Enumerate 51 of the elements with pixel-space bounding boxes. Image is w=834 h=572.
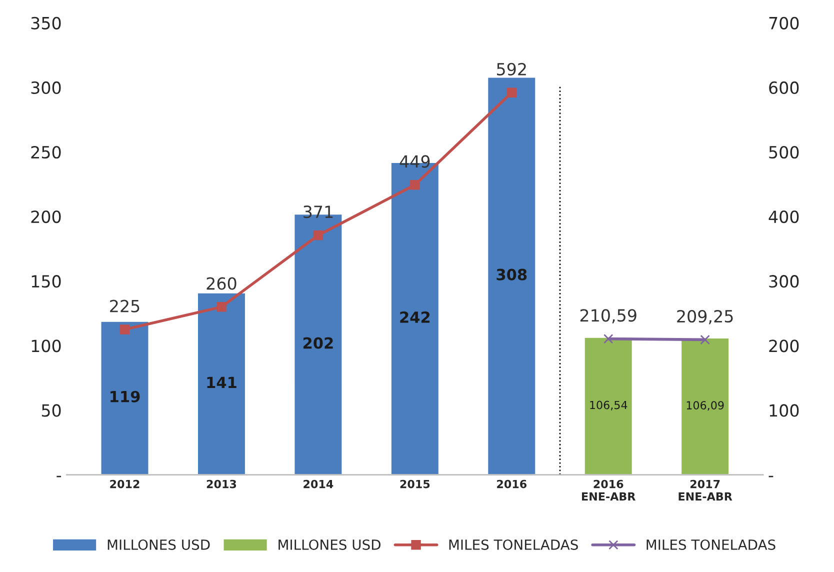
point: [216, 302, 226, 312]
bar: [680, 337, 730, 475]
y2-tick-label: -: [768, 476, 774, 478]
data-label: 210,59: [580, 309, 636, 324]
data-label: 119: [110, 390, 140, 402]
data-label: 225: [110, 300, 140, 312]
data-label: 242: [400, 311, 430, 323]
point: [120, 324, 130, 334]
x-tick-label: 2014: [304, 480, 334, 488]
y2-tick-label: 200: [769, 340, 799, 352]
legend-label: MILES TONELADAS: [449, 539, 578, 550]
y-tick-label: 350: [31, 16, 61, 30]
x-tick-label: 2017 ENE-ABR: [678, 480, 732, 501]
bar: [100, 320, 150, 475]
y-tick-label: 250: [31, 146, 61, 159]
y-tick-label: 100: [32, 340, 61, 352]
y2-tick-label: 700: [769, 16, 799, 30]
point: [603, 334, 614, 344]
y2-tick-label: 300: [769, 275, 799, 288]
x-tick-label: 2015: [400, 480, 430, 488]
data-label: 308: [496, 268, 527, 280]
data-label: 202: [303, 337, 333, 349]
data-label: 260: [206, 277, 236, 290]
y2-tick-label: 500: [769, 146, 799, 159]
y2-tick-label: 600: [769, 81, 799, 94]
y-tick-label: 200: [31, 210, 61, 224]
legend-label: MILLONES USD: [278, 539, 380, 550]
y2-tick-label: 400: [768, 210, 799, 224]
y-tick-label: 150: [32, 275, 61, 288]
data-label: 106,54: [590, 400, 628, 410]
bar: [196, 292, 246, 475]
x-tick-label: 2016 ENE-ABR: [582, 480, 636, 501]
data-label: 209,25: [677, 310, 733, 324]
bar: [486, 76, 537, 475]
y-tick-label: 300: [31, 81, 61, 94]
data-label: 592: [497, 62, 526, 76]
y2-tick-label: 100: [770, 404, 799, 417]
legend-label: MILLONES USD: [108, 539, 210, 550]
legend-label: MILES TONELADAS: [646, 539, 776, 550]
x-tick-label: 2016: [497, 480, 526, 488]
point: [700, 334, 710, 345]
x-tick-label: 2013: [206, 480, 236, 488]
y-tick-label: -: [56, 476, 62, 478]
point: [410, 180, 420, 190]
y-tick-label: 50: [42, 404, 61, 417]
data-label: 106,09: [686, 401, 724, 411]
data-label: 141: [207, 376, 236, 388]
bar: [583, 336, 634, 475]
x-tick-label: 2012: [110, 480, 140, 488]
point: [313, 230, 324, 240]
point: [506, 88, 516, 98]
